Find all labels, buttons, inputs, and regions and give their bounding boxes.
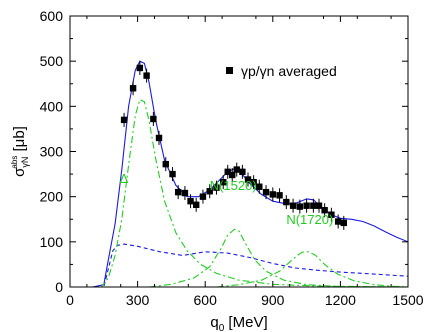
series-line-4 — [148, 228, 408, 287]
data-point — [229, 171, 236, 179]
data-point — [250, 179, 257, 186]
data-point — [150, 115, 157, 123]
data-point — [136, 64, 144, 72]
data-point — [213, 184, 220, 191]
data-point — [143, 72, 150, 79]
data-point — [169, 170, 176, 178]
data-point — [269, 191, 276, 198]
legend-marker — [226, 67, 233, 74]
data-point — [162, 160, 169, 168]
data-point — [239, 168, 246, 176]
data-point — [283, 198, 290, 206]
x-axis-title: q0 [MeV] — [210, 314, 267, 332]
y-tick-label: 200 — [40, 189, 64, 205]
legend: γp/γn averaged — [226, 63, 337, 79]
x-tick-label: 0 — [66, 292, 74, 308]
data-point — [187, 197, 194, 205]
data-point — [328, 211, 335, 218]
y-tick-label: 300 — [40, 144, 64, 160]
plot-frame — [69, 15, 409, 288]
data-point — [256, 183, 263, 190]
data-point — [120, 116, 128, 124]
y-axis-title: σγNabs [μb] — [10, 126, 30, 177]
series-line-5 — [216, 251, 408, 287]
data-point — [129, 85, 137, 92]
series-line-2 — [70, 243, 408, 287]
y-tick-label: 400 — [40, 98, 64, 114]
data-point — [199, 193, 207, 200]
data-point — [310, 202, 317, 209]
data-point — [334, 218, 342, 225]
data-point — [276, 192, 283, 199]
data-point — [296, 203, 304, 210]
data-point — [206, 188, 213, 195]
data-point — [315, 202, 323, 209]
series-line-3 — [70, 98, 408, 287]
x-tick-label: 900 — [261, 292, 285, 308]
legend-label: γp/γn averaged — [241, 63, 337, 79]
data-point — [262, 188, 270, 196]
data-point — [181, 189, 189, 197]
annotation-label: N(1720) — [286, 212, 333, 227]
data-point — [340, 219, 347, 227]
data-point — [155, 134, 163, 142]
axes: 0 300 600 900 1200 1500 0 100 200 300 400 500 600 — [40, 8, 424, 308]
y-tick-label: 100 — [40, 234, 64, 250]
y-tick-label: 600 — [40, 8, 64, 24]
data-point — [220, 179, 227, 186]
data-point — [192, 201, 200, 208]
data-point — [174, 188, 182, 196]
x-tick-label: 1200 — [325, 292, 356, 308]
y-tick-label: 0 — [55, 279, 63, 295]
x-tick-label: 300 — [126, 292, 150, 308]
y-tick-label: 500 — [40, 53, 64, 69]
data-point — [224, 168, 231, 176]
data-point — [244, 176, 252, 183]
data-point — [321, 207, 328, 214]
data-point — [303, 202, 310, 209]
annotation-label: Δ — [120, 171, 129, 186]
x-tick-label: 600 — [194, 292, 218, 308]
data-point — [233, 166, 240, 173]
plot-area: Δ N(1520) N(1720) — [70, 60, 408, 287]
data-point — [289, 202, 297, 209]
annotation-label: N(1520) — [210, 178, 257, 193]
x-tick-label: 1500 — [392, 292, 423, 308]
